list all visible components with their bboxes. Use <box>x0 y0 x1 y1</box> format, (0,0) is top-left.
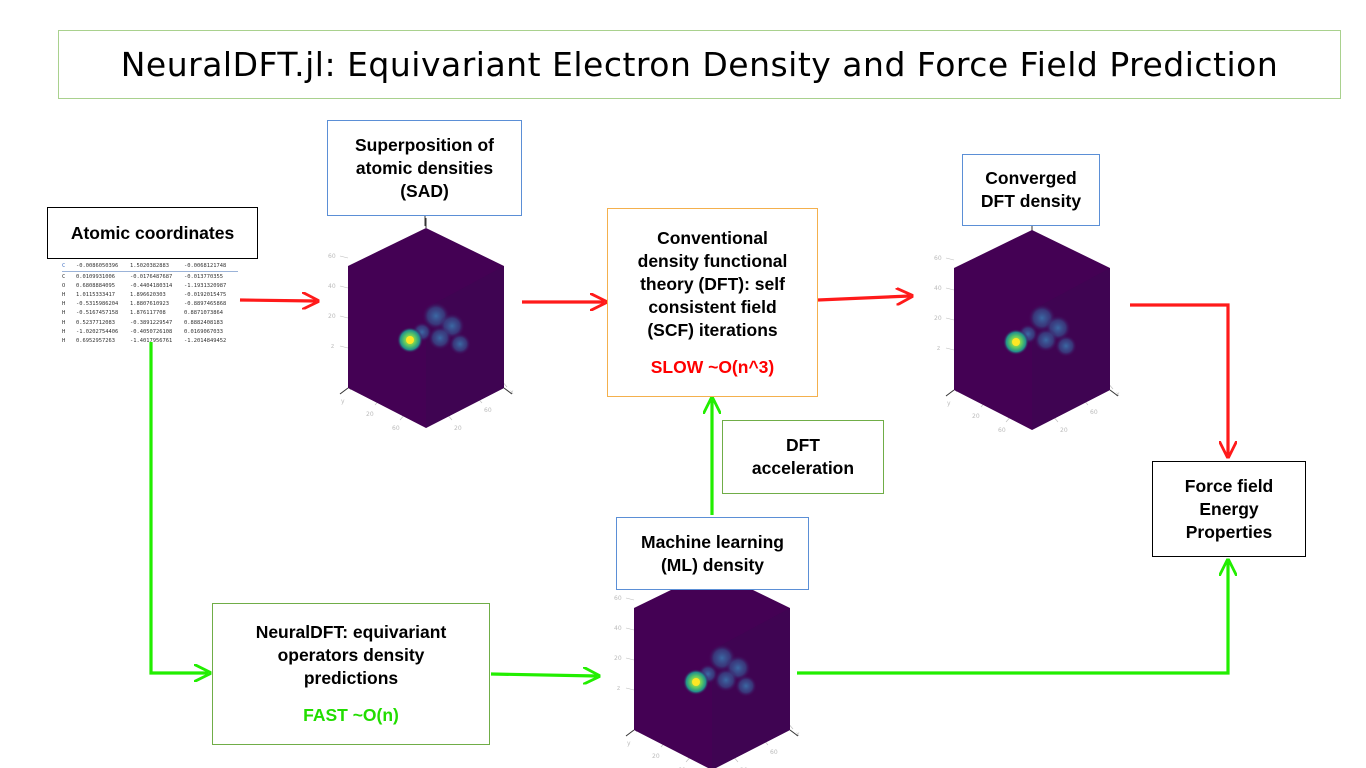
coordinate-value: 1.876117708 <box>130 310 166 317</box>
coordinate-value: -0.0068121748 <box>184 263 227 269</box>
force-field-box: Force field Energy Properties <box>1152 461 1306 557</box>
coordinate-value: 1.896620303 <box>130 292 166 299</box>
coordinate-element: H <box>62 292 66 299</box>
sad-line-3: (SAD) <box>400 180 449 201</box>
sad-box: Superposition of atomic densities (SAD) <box>327 120 522 216</box>
coordinate-row: C 0.0109931006 -0.0176487687 -0.013770355 <box>62 273 238 282</box>
dft-speed-label: SLOW ~O(n^3) <box>650 356 775 377</box>
coordinate-row: H -0.5315986204 1.8807610923 -0.8897465868 <box>62 300 238 309</box>
sad-line-1: Superposition of <box>354 134 495 155</box>
sad-line-2: atomic densities <box>355 157 494 178</box>
ml-line-1: Machine learning <box>641 531 784 552</box>
force-line-1: Force field <box>1184 475 1274 496</box>
coordinate-row: H -0.5167457158 1.876117708 0.8871073864 <box>62 309 238 318</box>
converged-line-1: Converged <box>985 168 1077 188</box>
neuraldft-box: NeuralDFT: equivariant operators density… <box>212 603 490 745</box>
coordinate-value: 1.5020382883 <box>130 263 169 269</box>
coordinate-value: -0.5315986204 <box>76 301 119 308</box>
dft-line-3: theory (DFT): self <box>640 273 785 294</box>
coordinate-element: H <box>62 310 66 317</box>
dft-line-5: (SCF) iterations <box>647 319 778 340</box>
arrow-coords-to-neural <box>149 342 208 673</box>
coordinate-value: -0.013770355 <box>184 274 223 281</box>
arrow-dft-to-converged <box>817 296 910 300</box>
dft-line-4: consistent field <box>648 296 777 317</box>
coordinate-value: -0.3891229547 <box>130 319 173 326</box>
coordinate-value: -0.4050726108 <box>130 328 173 335</box>
coordinate-element: H <box>62 301 66 308</box>
dft-line-2: density functional <box>637 250 788 271</box>
coordinate-separator <box>62 271 238 273</box>
coordinate-value: 1.8807610923 <box>130 301 169 308</box>
neural-speed-label: FAST ~O(n) <box>303 705 399 725</box>
coordinate-value: -1.2014849452 <box>184 337 227 344</box>
force-line-3: Properties <box>1185 521 1273 542</box>
dft-line-1: Conventional <box>657 227 768 248</box>
coordinate-value: 0.0169067033 <box>184 328 223 335</box>
dft-acceleration-box: DFT acceleration <box>722 420 884 494</box>
title-box: NeuralDFT.jl: Equivariant Electron Densi… <box>58 30 1341 99</box>
arrow-ml-to-force <box>797 562 1228 675</box>
coordinate-row: H 1.0115333417 1.896620303 -0.0192015475 <box>62 291 238 300</box>
coordinate-element: H <box>62 328 66 335</box>
ml-density-box: Machine learning (ML) density <box>616 517 809 590</box>
coordinate-row: H 0.6952957263 -1.4017956761 -1.2014849452 <box>62 337 238 346</box>
coordinate-value: 0.6952957263 <box>76 337 115 344</box>
converged-line-2: DFT density <box>980 191 1082 211</box>
neural-line-3: predictions <box>303 668 399 688</box>
converged-density-cube-icon <box>933 219 1121 435</box>
arrow-neural-to-ml <box>490 674 597 676</box>
coordinate-row: C -0.0086050396 1.5020382883 -0.0068121748 <box>62 262 238 271</box>
coordinate-row: H -1.0202754406 -0.4050726108 0.0169067033 <box>62 328 238 337</box>
coordinate-value: 1.0115333417 <box>76 292 115 299</box>
coordinates-table: C -0.0086050396 1.5020382883 -0.0068121748 C… <box>62 262 238 346</box>
arrow-coords-to-sad <box>239 300 316 301</box>
neural-line-2: operators density <box>277 645 425 665</box>
force-line-2: Energy <box>1199 498 1259 519</box>
coordinate-value: -0.5167457158 <box>76 310 119 317</box>
coordinate-value: -1.0202754406 <box>76 328 119 335</box>
coordinate-value: 0.6808884095 <box>76 283 115 290</box>
coordinate-element: C <box>62 263 66 269</box>
ml-density-cube-icon <box>613 559 801 768</box>
coordinate-value: 0.8882408183 <box>184 319 223 326</box>
coordinate-value: -0.0086050396 <box>76 263 119 269</box>
coordinate-value: -0.8897465868 <box>184 301 227 308</box>
coordinate-element: O <box>62 283 66 290</box>
accel-line-2: acceleration <box>751 458 855 478</box>
coordinate-element: H <box>62 337 66 344</box>
arrow-converged-to-force <box>1130 303 1228 455</box>
page-title: NeuralDFT.jl: Equivariant Electron Densi… <box>120 45 1279 84</box>
atomic-coordinates-box: Atomic coordinates <box>47 207 258 259</box>
coordinate-value: -0.0192015475 <box>184 292 227 299</box>
coordinate-row: O 0.6808884095 -0.4404180314 -1.1931320987 <box>62 282 238 291</box>
coordinate-value: 0.5237712083 <box>76 319 115 326</box>
coordinate-value: -0.4404180314 <box>130 283 173 290</box>
ml-line-2: (ML) density <box>660 554 765 575</box>
coordinate-element: H <box>62 319 66 326</box>
coordinate-value: -0.0176487687 <box>130 274 173 281</box>
coordinate-value: -1.1931320987 <box>184 283 227 290</box>
neural-line-1: NeuralDFT: equivariant <box>255 622 447 642</box>
atomic-coordinates-label: Atomic coordinates <box>70 222 235 243</box>
coordinate-value: 0.8871073864 <box>184 310 223 317</box>
accel-line-1: DFT <box>785 435 821 455</box>
conventional-dft-box: Conventional density functional theory (… <box>607 208 818 397</box>
coordinate-value: -1.4017956761 <box>130 337 173 344</box>
coordinate-element: C <box>62 274 66 281</box>
coordinate-value: 0.0109931006 <box>76 274 115 281</box>
sad-density-cube-icon <box>327 217 515 433</box>
converged-density-box: Converged DFT density <box>962 154 1100 226</box>
coordinate-row: H 0.5237712083 -0.3891229547 0.8882408183 <box>62 319 238 328</box>
